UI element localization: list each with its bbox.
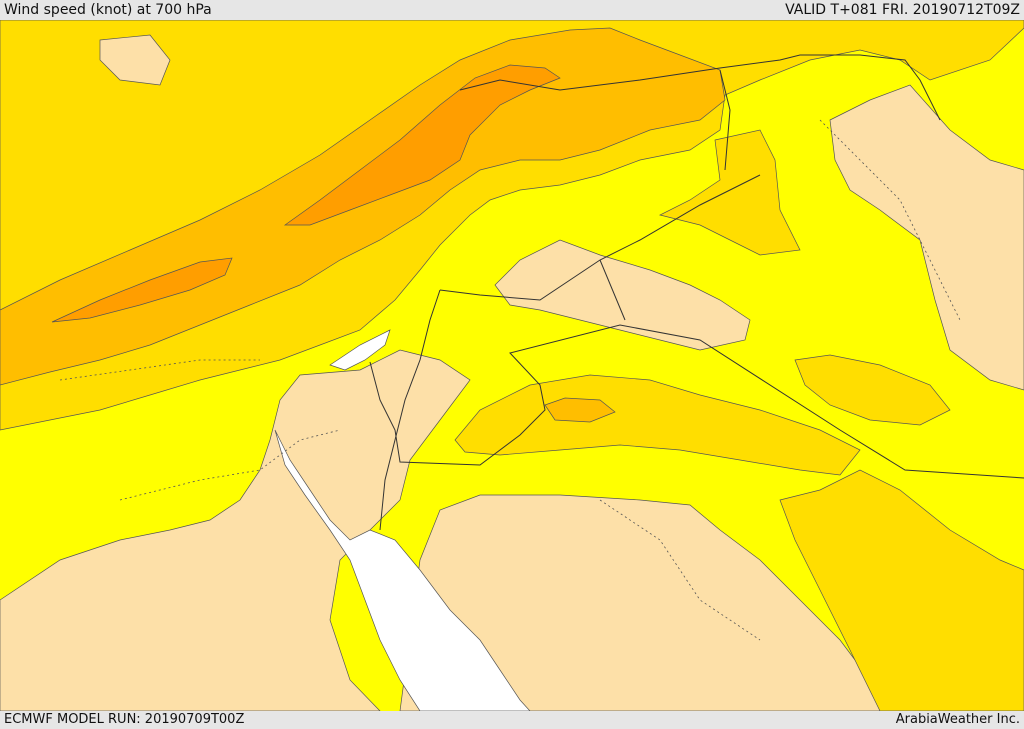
map-canvas [0,20,1024,711]
calm-region-iran [829,84,1024,391]
borders [369,54,1024,531]
model-run: ECMWF MODEL RUN: 20190709T00Z [4,712,245,727]
sea-gap-coast [329,329,391,371]
calm-region-anatolia [99,34,171,86]
admin-borders [59,119,961,641]
header-bar: Wind speed (knot) at 700 hPa VALID T+081… [0,0,1024,20]
gold-wind-patch-central [454,374,861,476]
orange-wind-core-west [51,257,233,323]
gold-wind-band-north [0,20,1024,431]
calm-region-egypt [0,349,471,711]
footer-bar: ECMWF MODEL RUN: 20190709T00Z ArabiaWeat… [0,711,1024,729]
orange-wind-core-north [283,64,561,226]
calm-region-jordan [494,239,751,351]
gold-wind-patch-east [794,354,951,426]
wind-speed-map[interactable] [0,20,1024,711]
gold-wind-patch-southeast [779,469,1024,711]
credit: ArabiaWeather Inc. [895,712,1020,727]
red-sea-gap [274,429,531,711]
map-title: Wind speed (knot) at 700 hPa [4,2,212,18]
gold-wind-patch-northeast [658,129,801,256]
valid-time: VALID T+081 FRI. 20190712T09Z [785,2,1020,18]
amber-wind-patch-central [544,397,616,423]
amber-wind-band [0,27,726,386]
